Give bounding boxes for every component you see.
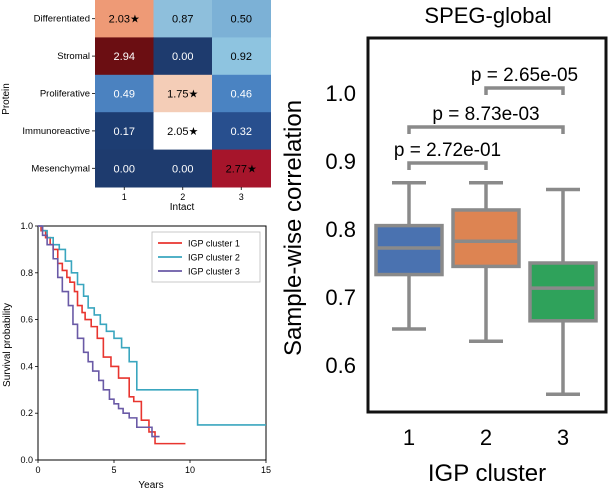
heatmap-cell	[153, 0, 213, 38]
heatmap-cell	[153, 149, 213, 188]
significance-bracket	[407, 125, 565, 134]
boxplot-y-tick-label: 0.8	[325, 217, 356, 242]
survival-y-tick-label: 0.0	[20, 455, 33, 465]
heatmap-cell	[95, 37, 154, 76]
survival-x-axis-label: Years	[138, 480, 163, 491]
heatmap-row-label: Differentiated	[34, 14, 90, 25]
heatmap-cell	[95, 0, 154, 38]
boxplot-y-tick-label: 0.9	[325, 149, 356, 174]
heatmap-cell-label: 0.49	[114, 89, 135, 101]
heatmap-row-label: Mesenchymal	[31, 163, 90, 174]
heatmap-cell-label: 0.87	[172, 14, 193, 26]
boxplot-x-tick-label: 3	[557, 425, 569, 450]
protein-heatmap: 2.03★ 0.87 0.50 Differentiated 2.94 0.00 0.92 S…	[22, 0, 271, 202]
heatmap-col-label: 2	[180, 192, 185, 202]
significance-p-value: p = 2.72e-01	[394, 140, 501, 161]
significance-bracket	[407, 161, 488, 170]
heatmap-cell	[95, 112, 154, 151]
boxplot-frame	[366, 36, 608, 414]
heatmap-y-axis-label: Protein	[1, 83, 12, 115]
heatmap-cell	[212, 74, 271, 113]
heatmap-row-label: Proliferative	[40, 89, 90, 100]
survival-y-tick-label: 0.4	[20, 361, 33, 371]
boxplot-x-tick-label: 2	[480, 425, 492, 450]
correlation-boxplot: 0.6 0.7 0.8 0.9 1.0 1 2 3 p = 2.72e-01 p = 8.73e-…	[325, 36, 608, 450]
heatmap-cell-label: 0.00	[172, 51, 193, 63]
heatmap-col-label: 3	[239, 192, 244, 202]
survival-legend-label: IGP cluster 1	[188, 239, 240, 249]
heatmap-cell-label: 0.50	[231, 14, 252, 26]
boxplot-y-tick-label: 0.6	[325, 353, 356, 378]
boxplot-y-tick-label: 1.0	[325, 81, 356, 106]
boxplot-y-axis-label: Sample-wise correlation	[280, 100, 307, 356]
heatmap-cell	[153, 74, 213, 113]
survival-curve-cluster-3	[38, 225, 160, 438]
survival-y-axis-label: Survival probability	[2, 303, 13, 387]
heatmap-cell	[153, 112, 213, 151]
heatmap-cell-label: 0.46	[231, 89, 252, 101]
heatmap-row-label: Stromal	[57, 51, 90, 62]
heatmap-cell	[153, 37, 213, 76]
boxplot-y-tick-label: 0.7	[325, 285, 356, 310]
boxplot-x-tick-label: 1	[403, 425, 415, 450]
heatmap-x-axis-label: Intact	[170, 202, 195, 213]
survival-legend-label: IGP cluster 2	[188, 253, 240, 263]
significance-p-value: p = 2.65e-05	[471, 65, 578, 86]
heatmap-cell-label: 0.17	[114, 126, 135, 138]
heatmap-cell	[212, 149, 271, 188]
survival-x-tick-label: 5	[111, 465, 116, 475]
heatmap-cell	[212, 37, 271, 76]
heatmap-cell	[212, 0, 271, 38]
survival-curve-cluster-2	[38, 225, 266, 426]
survival-plot-frame	[37, 225, 267, 461]
heatmap-col-label: 1	[122, 192, 127, 202]
heatmap-cell-label: 0.00	[114, 163, 135, 175]
heatmap-cell	[212, 112, 271, 151]
heatmap-cell	[95, 74, 154, 113]
survival-y-tick-label: 0.2	[20, 408, 33, 418]
heatmap-cell-label: 1.75★	[167, 89, 198, 101]
heatmap-cell-label: 2.94	[114, 51, 135, 63]
survival-x-tick-label: 0	[35, 465, 40, 475]
survival-x-tick-label: 10	[185, 465, 195, 475]
heatmap-cell-label: 2.03★	[109, 14, 140, 26]
boxplot-box-cluster-2	[451, 208, 521, 269]
survival-plot: 0 5 10 15 0.0 0.2 0.4 0.6 0.8 1.0 IGP cluster 1 IGP…	[20, 221, 271, 475]
heatmap-cell-label: 2.77★	[226, 163, 257, 175]
heatmap-cell-label: 0.32	[231, 126, 252, 138]
significance-bracket	[484, 86, 565, 95]
boxplot-title: SPEG-global	[424, 3, 551, 28]
heatmap-cell-label: 2.05★	[167, 126, 198, 138]
heatmap-cell-label: 0.92	[231, 51, 252, 63]
boxplot-box-cluster-3	[528, 261, 598, 323]
boxplot-box-cluster-1	[374, 223, 444, 277]
heatmap-cell-label: 0.00	[172, 163, 193, 175]
survival-y-tick-label: 0.8	[20, 268, 33, 278]
survival-legend-label: IGP cluster 3	[188, 267, 240, 277]
survival-x-tick-label: 15	[261, 465, 271, 475]
heatmap-row-label: Immunoreactive	[22, 126, 90, 137]
survival-y-tick-label: 0.6	[20, 315, 33, 325]
boxplot-x-axis-label: IGP cluster	[428, 460, 546, 487]
significance-p-value: p = 8.73e-03	[432, 104, 539, 125]
heatmap-cell	[95, 149, 154, 188]
survival-y-tick-label: 1.0	[20, 221, 33, 231]
